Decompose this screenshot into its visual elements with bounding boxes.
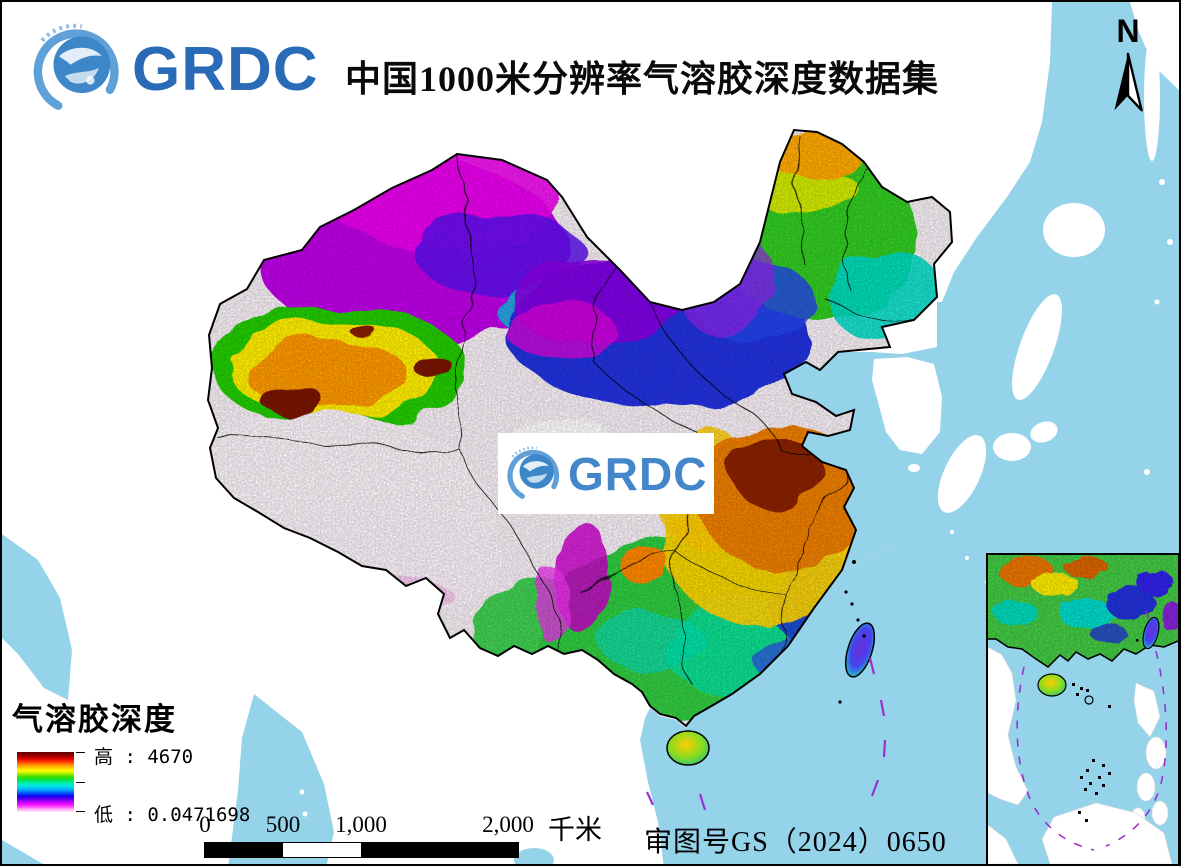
sakhalin-island bbox=[1144, 33, 1160, 161]
nine-dash-line bbox=[646, 657, 887, 811]
russia-coast bbox=[937, 2, 1052, 302]
inset-vietnam bbox=[988, 646, 1029, 806]
grdc-logo: GRDC bbox=[28, 18, 319, 120]
inset-coastline bbox=[988, 638, 1178, 668]
legend-title: 气溶胶深度 bbox=[12, 702, 177, 737]
honshu-island bbox=[1012, 294, 1062, 400]
inset-hainan bbox=[1037, 673, 1067, 697]
hainan-island bbox=[666, 730, 710, 766]
grdc-globe-icon bbox=[507, 445, 560, 502]
scale-bar-segments bbox=[204, 842, 519, 858]
grdc-watermark: GRDC bbox=[498, 433, 714, 514]
scale-segment-1 bbox=[204, 842, 283, 858]
hokkaido-island bbox=[1043, 203, 1105, 257]
approval-number: 审图号GS（2024）0650 bbox=[644, 827, 947, 858]
scale-tick-2000: 2,000 bbox=[482, 812, 534, 837]
inset-borneo bbox=[1041, 802, 1173, 864]
legend-gradient bbox=[17, 752, 74, 812]
scale-segment-2 bbox=[283, 842, 361, 858]
grdc-logo-text: GRDC bbox=[132, 34, 319, 104]
legend-tick-low bbox=[76, 811, 85, 812]
province-boundaries bbox=[213, 130, 915, 691]
map-title: 中国1000米分辨率气溶胶深度数据集 bbox=[344, 59, 939, 99]
inset-neighbor-lands bbox=[988, 646, 1173, 864]
legend-tick-high bbox=[76, 752, 85, 753]
legend-high-label: 高 : 4670 bbox=[94, 746, 194, 768]
north-arrow-icon bbox=[1114, 52, 1143, 112]
national-boundary bbox=[206, 128, 954, 728]
east-south-china-sea bbox=[640, 522, 1042, 864]
grdc-watermark-text: GRDC bbox=[568, 447, 708, 500]
legend-tick-mid bbox=[76, 782, 85, 783]
legend: 气溶胶深度 高 : 4670 低 : 0.0471698 bbox=[12, 694, 252, 844]
scale-bar: 0 500 1,000 2,000 千米 bbox=[182, 808, 662, 864]
neighbor-lands bbox=[299, 2, 1179, 817]
inset-luzon bbox=[1133, 682, 1161, 738]
north-arrow: N bbox=[1098, 14, 1158, 118]
legend-low-label: 低 : 0.0471698 bbox=[94, 804, 251, 826]
scale-segment-3 bbox=[361, 842, 519, 858]
scale-tick-500: 500 bbox=[265, 812, 301, 837]
grdc-globe-icon bbox=[33, 23, 119, 115]
bay-of-bengal bbox=[2, 534, 72, 700]
scale-unit: 千米 bbox=[548, 815, 602, 845]
coastal-islets bbox=[838, 560, 866, 704]
inset-malay bbox=[988, 824, 1019, 864]
inset-south-china-sea-map bbox=[986, 553, 1179, 864]
taiwan-island bbox=[844, 622, 876, 678]
korea-peninsula bbox=[872, 357, 942, 454]
inset-taiwan bbox=[1142, 616, 1160, 650]
andaman-sea bbox=[228, 694, 334, 864]
scale-tick-1000: 1,000 bbox=[335, 812, 387, 837]
inset-islands bbox=[1072, 639, 1139, 822]
inset-nine-dash-line bbox=[1016, 610, 1168, 851]
scale-tick-0: 0 bbox=[199, 812, 211, 837]
north-label: N bbox=[1116, 13, 1140, 49]
